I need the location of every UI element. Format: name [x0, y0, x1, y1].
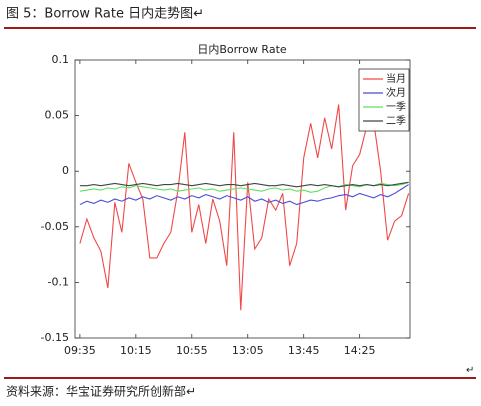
x-tick-label: 14:25 — [344, 344, 376, 357]
x-tick-label: 13:05 — [232, 344, 264, 357]
series-line — [79, 184, 409, 206]
y-tick-label: 0.1 — [52, 53, 70, 66]
legend-label: 二季 — [386, 115, 406, 127]
x-tick-label: 09:35 — [64, 344, 96, 357]
series-line — [79, 181, 409, 188]
y-tick-label: 0.05 — [45, 109, 70, 122]
series-line — [79, 181, 409, 193]
y-tick-label: -0.1 — [48, 275, 69, 288]
x-tick-label: 10:55 — [176, 344, 208, 357]
y-tick-label: -0.15 — [41, 331, 69, 344]
legend-label: 次月 — [386, 86, 406, 99]
figure-caption: 图 5：Borrow Rate 日内走势图↵ — [6, 6, 204, 22]
chart-title: 日内Borrow Rate — [197, 42, 287, 56]
source-note: 资料来源：华宝证券研究所创新部↵ — [6, 384, 196, 399]
x-tick-label: 10:15 — [120, 344, 152, 357]
legend-label: 一季 — [386, 101, 406, 113]
x-tick-label: 13:45 — [288, 344, 320, 357]
paragraph-mark: ↵ — [466, 365, 474, 376]
plot-frame — [74, 59, 411, 339]
y-tick-label: 0 — [62, 164, 69, 177]
y-tick-label: -0.05 — [41, 220, 69, 233]
series-line — [79, 104, 410, 311]
legend-label: 当月 — [386, 72, 406, 85]
